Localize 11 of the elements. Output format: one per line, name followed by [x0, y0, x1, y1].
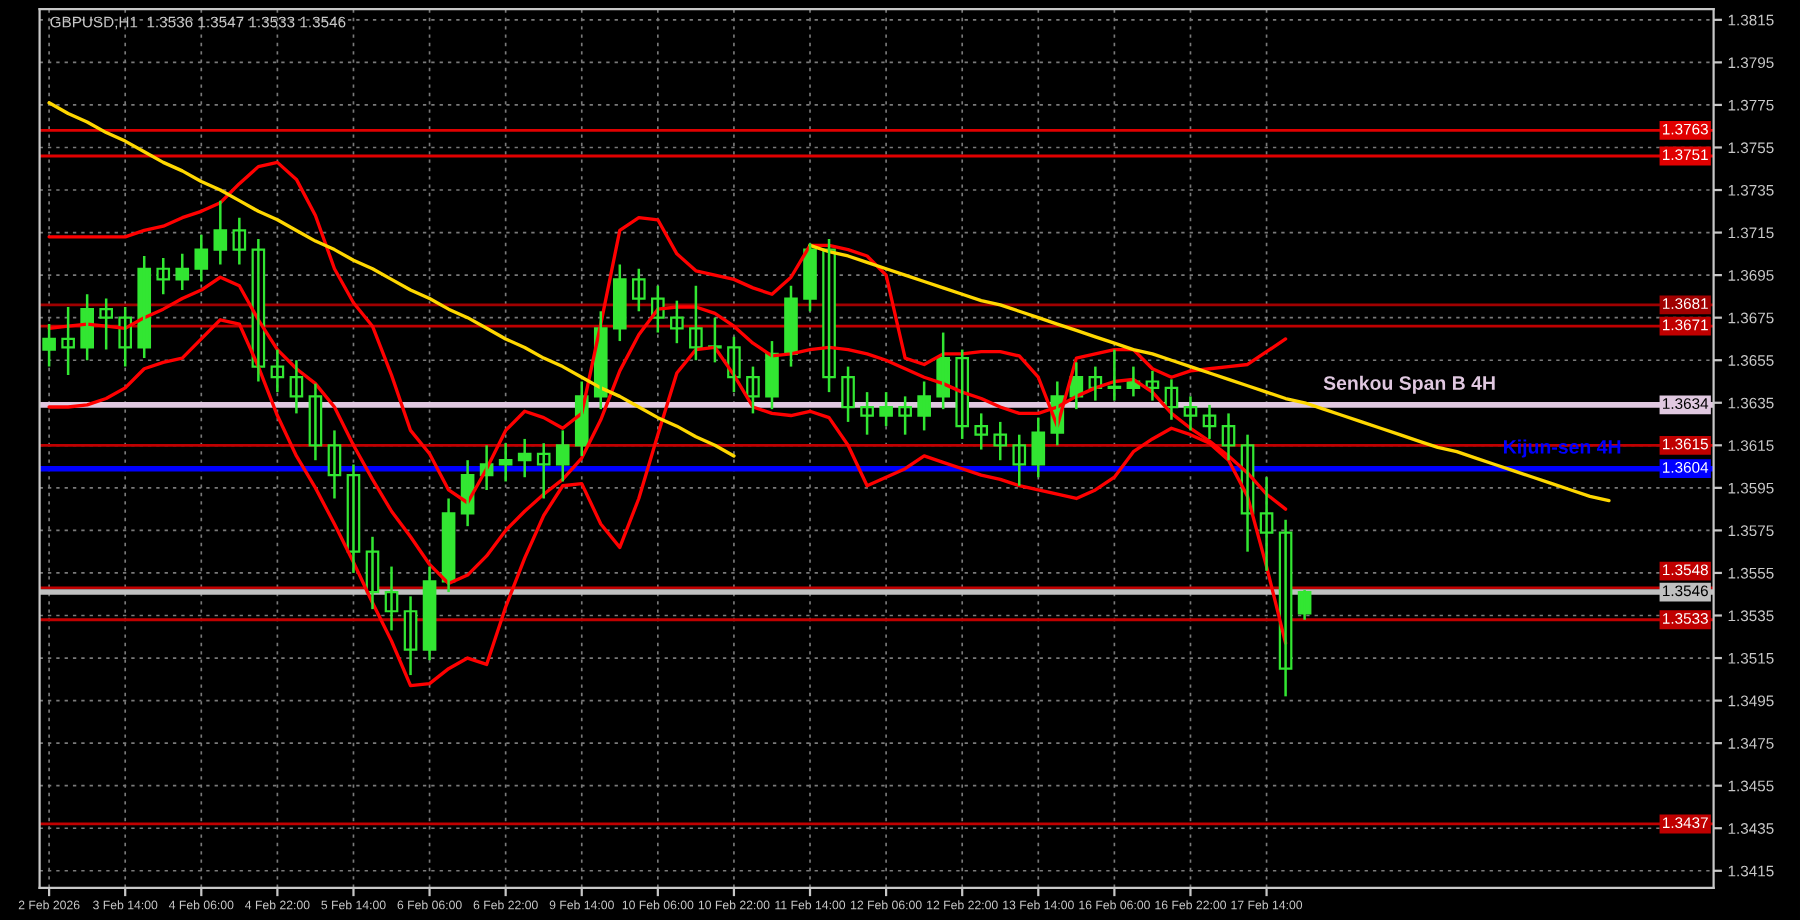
candlestick — [860, 390, 874, 436]
candlestick — [99, 297, 113, 351]
line-series — [47, 101, 736, 458]
annotation: Senkou Span B 4H — [1323, 375, 1495, 394]
candlestick — [917, 380, 931, 432]
candlestick — [898, 395, 912, 436]
candlestick — [42, 322, 56, 368]
candlestick — [632, 267, 646, 313]
candlestick — [61, 305, 75, 377]
candlestick — [879, 390, 893, 428]
candlestick — [974, 412, 989, 451]
